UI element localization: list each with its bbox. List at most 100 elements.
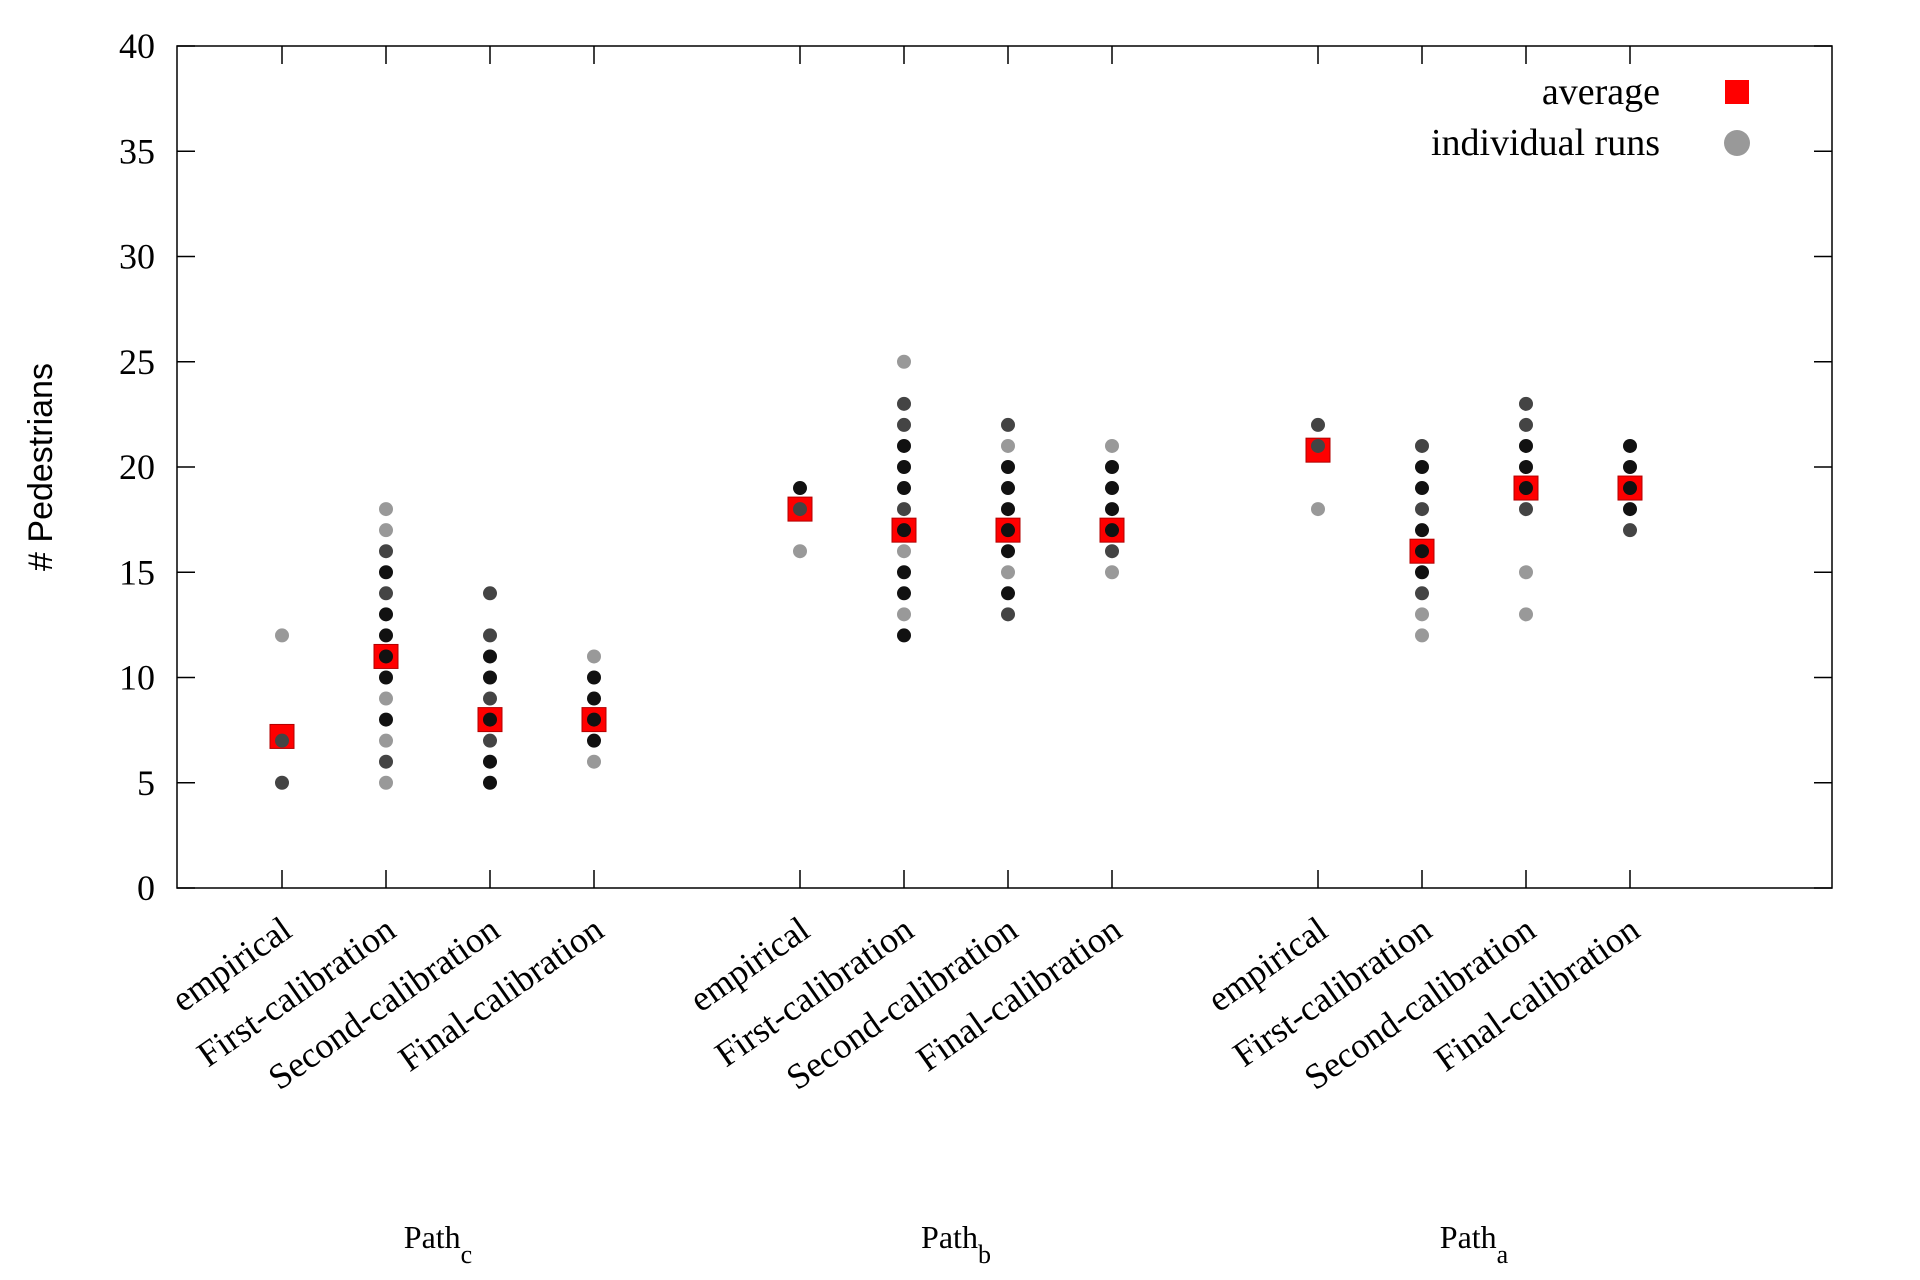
run-point xyxy=(897,354,911,369)
run-point xyxy=(1105,502,1119,517)
y-tick-label: 20 xyxy=(119,447,155,487)
run-point xyxy=(1105,523,1119,538)
run-point xyxy=(379,691,393,706)
run-point xyxy=(897,460,911,474)
run-point xyxy=(1415,607,1429,622)
run-point xyxy=(1415,586,1429,601)
run-point xyxy=(1415,481,1429,496)
run-point xyxy=(483,775,497,790)
run-point xyxy=(379,670,393,685)
run-point xyxy=(1001,586,1015,601)
run-point xyxy=(793,481,807,496)
run-point xyxy=(1623,438,1637,453)
run-point xyxy=(897,586,911,601)
legend-label-runs: individual runs xyxy=(1431,122,1660,164)
run-point xyxy=(1415,544,1429,559)
run-point xyxy=(379,733,393,748)
plot-marks xyxy=(269,354,1643,790)
legend: average individual runs xyxy=(1431,71,1750,164)
group-label: Patha xyxy=(1440,1219,1509,1269)
run-point xyxy=(1623,523,1637,538)
group-label: Pathc xyxy=(404,1219,472,1269)
run-point xyxy=(1519,417,1533,432)
run-point xyxy=(1415,523,1429,538)
run-point xyxy=(1519,502,1533,517)
run-point xyxy=(1415,460,1429,474)
average-point xyxy=(995,517,1021,543)
run-point xyxy=(275,628,289,643)
run-point xyxy=(1519,438,1533,453)
run-point xyxy=(483,733,497,748)
run-point xyxy=(483,754,497,769)
run-point xyxy=(483,691,497,706)
run-point xyxy=(587,670,601,685)
run-point xyxy=(379,565,393,580)
run-point xyxy=(587,754,601,769)
run-point xyxy=(1001,607,1015,622)
run-point xyxy=(1415,628,1429,643)
run-point xyxy=(897,417,911,432)
run-point xyxy=(1623,460,1637,474)
run-point xyxy=(483,628,497,643)
run-point xyxy=(1001,460,1015,474)
run-point xyxy=(379,586,393,601)
run-point xyxy=(379,502,393,517)
run-point xyxy=(379,523,393,538)
y-tick-label: 40 xyxy=(119,26,155,66)
run-point xyxy=(1311,417,1325,432)
run-point xyxy=(1415,438,1429,453)
run-point xyxy=(1519,460,1533,474)
run-point xyxy=(1311,438,1325,453)
run-point xyxy=(379,649,393,664)
run-point xyxy=(379,628,393,643)
run-point xyxy=(1001,438,1015,453)
run-point xyxy=(587,691,601,706)
y-tick-label: 5 xyxy=(137,763,155,803)
run-point xyxy=(1519,481,1533,496)
group-label: Pathb xyxy=(921,1219,991,1269)
run-point xyxy=(275,775,289,790)
plot-axes: 0 5 10 15 20 25 30 35 40 # Pedestrians xyxy=(22,26,1833,908)
y-tick-label: 10 xyxy=(119,658,155,698)
run-point xyxy=(1415,565,1429,580)
run-point xyxy=(897,438,911,453)
run-point xyxy=(483,712,497,727)
run-point xyxy=(483,649,497,664)
run-point xyxy=(379,712,393,727)
run-point xyxy=(1623,481,1637,496)
run-point xyxy=(1001,417,1015,432)
run-point xyxy=(379,607,393,622)
run-point xyxy=(1001,565,1015,580)
run-point xyxy=(897,523,911,538)
run-point xyxy=(1001,523,1015,538)
run-point xyxy=(1105,565,1119,580)
run-point xyxy=(897,502,911,517)
run-point xyxy=(1311,502,1325,517)
legend-marker-average xyxy=(1725,80,1749,104)
run-point xyxy=(897,481,911,496)
y-tick-label: 30 xyxy=(119,237,155,277)
run-point xyxy=(1105,460,1119,474)
run-point xyxy=(1105,481,1119,496)
legend-marker-runs xyxy=(1724,130,1750,156)
run-point xyxy=(1519,396,1533,411)
run-point xyxy=(379,754,393,769)
run-point xyxy=(275,733,289,748)
average-point xyxy=(1617,475,1643,501)
run-point xyxy=(1001,502,1015,517)
run-point xyxy=(1001,544,1015,559)
run-point xyxy=(587,712,601,727)
run-point xyxy=(1623,502,1637,517)
y-tick-label: 35 xyxy=(119,131,155,171)
run-point xyxy=(483,586,497,601)
run-point xyxy=(897,565,911,580)
run-point xyxy=(1001,481,1015,496)
y-tick-label: 15 xyxy=(119,552,155,592)
run-point xyxy=(897,628,911,643)
y-tick-label: 0 xyxy=(137,868,155,908)
run-point xyxy=(587,733,601,748)
run-point xyxy=(897,607,911,622)
run-point xyxy=(1105,438,1119,453)
run-point xyxy=(1519,607,1533,622)
